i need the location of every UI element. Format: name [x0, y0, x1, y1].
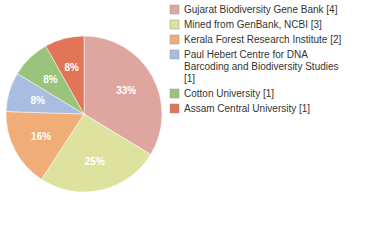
legend-label-line: Cotton University [1] — [184, 88, 274, 99]
legend-swatch — [170, 50, 179, 59]
data-label: 8% — [65, 62, 80, 73]
legend-swatch — [170, 89, 179, 98]
chart: 33% 25% 16% 8% 8% 8% Gujarat Biodiversity Gene… — [0, 0, 380, 240]
legend-label-line: Paul Hebert Centre for DNA — [184, 49, 308, 60]
legend-label: Mined from GenBank, NCBI [3] — [184, 19, 322, 30]
legend-label-line: [1] — [184, 73, 195, 84]
data-label: 25% — [85, 156, 105, 167]
legend-label-line: Gujarat Biodiversity Gene Bank [4] — [184, 4, 338, 15]
legend-label-line: Kerala Forest Research Institute [2] — [184, 34, 342, 45]
legend-label: Kerala Forest Research Institute [2] — [184, 34, 342, 45]
data-label: 33% — [116, 85, 136, 96]
data-label: 16% — [31, 131, 51, 142]
legend-label-line: Barcoding and Biodiversity Studies — [184, 61, 339, 72]
legend-swatch — [170, 5, 179, 14]
legend-swatch — [170, 104, 179, 113]
data-label: 8% — [30, 95, 45, 106]
legend-swatch — [170, 20, 179, 29]
legend-swatch — [170, 35, 179, 44]
pie-slice — [6, 112, 84, 180]
legend: Gujarat Biodiversity Gene Bank [4] Mined … — [170, 4, 342, 114]
data-label: 8% — [43, 74, 58, 85]
legend-label-line: Mined from GenBank, NCBI [3] — [184, 19, 322, 30]
legend-label: Assam Central University [1] — [184, 103, 310, 114]
legend-label: Gujarat Biodiversity Gene Bank [4] — [184, 4, 338, 15]
pie: 33% 25% 16% 8% 8% 8% — [6, 36, 162, 192]
legend-label: Cotton University [1] — [184, 88, 274, 99]
legend-label-line: Assam Central University [1] — [184, 103, 310, 114]
legend-label: Paul Hebert Centre for DNABarcoding and … — [184, 49, 339, 84]
